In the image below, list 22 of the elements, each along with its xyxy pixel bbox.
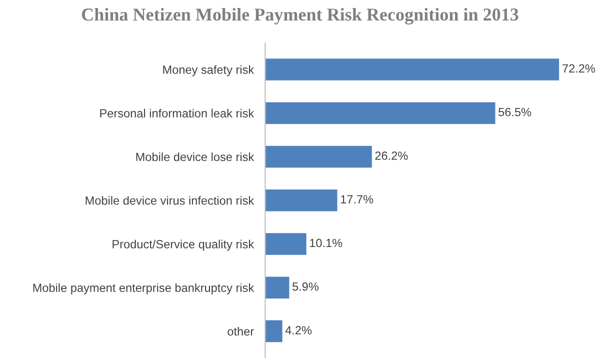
y-tick-label: Money safety risk	[163, 65, 254, 76]
y-tick-label: other	[228, 326, 254, 336]
data-label: 5.9%	[292, 282, 318, 291]
data-label: 26.2%	[375, 152, 408, 160]
data-label: 10.1%	[310, 238, 342, 248]
y-tick-label: Mobile device virus infection risk	[86, 196, 254, 205]
data-label: 17.7%	[340, 195, 374, 204]
y-tick-label: Personal information leak risk	[100, 108, 254, 118]
y-tick-label: Mobile device lose risk	[136, 152, 254, 162]
bar	[265, 146, 372, 168]
chart-title: China Netizen Mobile Payment Risk Recognition in 2013	[82, 8, 518, 25]
y-tick-label: Mobile payment enterprise bankruptcy risk	[33, 283, 254, 294]
data-label: 56.5%	[498, 108, 532, 116]
y-tick-label: Product/Service quality risk	[112, 240, 254, 251]
bar	[265, 233, 306, 255]
data-label: 4.2%	[285, 326, 312, 334]
data-label: 72.2%	[562, 64, 596, 73]
bar	[265, 189, 338, 212]
bar	[265, 102, 496, 124]
bar	[265, 58, 560, 80]
bar	[265, 320, 282, 342]
bar	[265, 276, 290, 298]
